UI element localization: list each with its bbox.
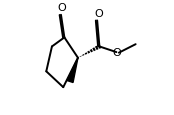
- Text: O: O: [58, 3, 66, 13]
- Text: O: O: [113, 47, 121, 57]
- Text: O: O: [94, 9, 103, 18]
- Polygon shape: [67, 58, 78, 83]
